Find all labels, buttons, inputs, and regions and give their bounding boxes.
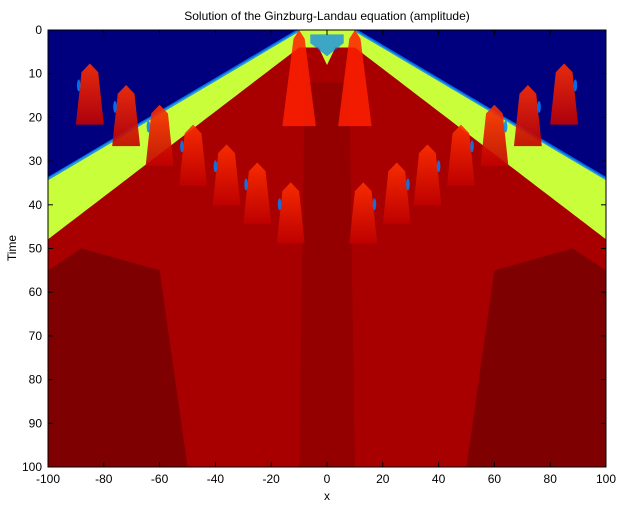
front-hook <box>406 178 410 191</box>
front-spike <box>179 124 208 186</box>
dark-wedge-right <box>466 248 606 467</box>
front-spike <box>349 182 378 244</box>
y-tick-label: 10 <box>29 67 43 81</box>
chart-title: Solution of the Ginzburg-Landau equation… <box>184 9 470 23</box>
front-hook <box>372 198 377 211</box>
front-spike <box>382 162 411 224</box>
front-spike <box>243 162 272 224</box>
x-tick-label: 100 <box>596 472 616 486</box>
y-tick-label: 50 <box>29 242 43 256</box>
front-spike <box>480 104 509 166</box>
y-tick-label: 0 <box>35 23 42 37</box>
front-edge-left <box>48 30 300 180</box>
front-hook <box>180 140 184 153</box>
x-axis-label: x <box>324 489 330 503</box>
front-hook <box>537 100 541 113</box>
center-dip <box>310 34 344 57</box>
dark-center-column <box>299 82 355 467</box>
dark-wedge-left <box>48 248 188 467</box>
x-tick-label: 0 <box>324 472 331 486</box>
front-hook <box>76 79 81 92</box>
front-spike <box>413 144 442 206</box>
y-axis: 0 10 20 30 40 50 60 70 80 90 100 <box>22 23 606 474</box>
x-axis: -100 -80 -60 -40 -20 0 20 40 60 80 100 <box>36 30 616 486</box>
y-tick-label: 90 <box>29 416 43 430</box>
x-tick-label: -40 <box>207 472 225 486</box>
front-hook <box>146 120 151 133</box>
front-spike <box>550 63 579 125</box>
y-tick-label: 70 <box>29 329 43 343</box>
front-spike <box>513 84 542 147</box>
front-spike <box>276 182 305 244</box>
x-tick-label: 60 <box>488 472 502 486</box>
front-hook <box>244 178 248 191</box>
y-tick-label: 20 <box>29 110 43 124</box>
front-hook <box>470 140 474 153</box>
front-hook <box>436 160 441 173</box>
front-spike <box>446 124 475 186</box>
x-tick-label: 20 <box>376 472 390 486</box>
front-spike <box>75 63 104 125</box>
y-tick-label: 100 <box>22 460 42 474</box>
front-edge-right <box>354 30 606 180</box>
x-tick-label: -20 <box>263 472 281 486</box>
x-tick-label: 40 <box>432 472 446 486</box>
x-tick-label: -100 <box>36 472 60 486</box>
front-hook <box>277 198 282 211</box>
front-hook <box>573 79 578 92</box>
source-peak <box>338 30 372 127</box>
y-tick-label: 60 <box>29 285 43 299</box>
front-spike <box>212 144 241 206</box>
y-tick-label: 40 <box>29 198 43 212</box>
x-tick-label: 80 <box>544 472 558 486</box>
y-tick-label: 80 <box>29 373 43 387</box>
x-tick-label: -60 <box>151 472 169 486</box>
y-axis-label: Time <box>5 235 19 262</box>
y-tick-label: 30 <box>29 154 43 168</box>
front-spike <box>145 104 174 166</box>
front-hook <box>213 160 218 173</box>
plot-area <box>48 30 606 467</box>
x-tick-label: -80 <box>95 472 113 486</box>
front-spike <box>112 84 141 147</box>
front-hook <box>113 100 117 113</box>
front-hook <box>503 120 508 133</box>
source-peak <box>282 30 316 127</box>
